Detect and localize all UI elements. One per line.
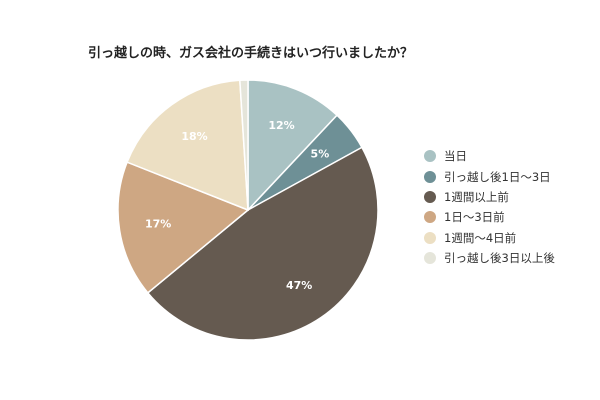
- pie-slice-4: [126, 79, 249, 212]
- pie-slice-0: [247, 79, 339, 212]
- legend-item-4: 1週間～4日前: [424, 228, 555, 248]
- pie-value-label-0: 12%: [268, 119, 294, 132]
- legend-item-5: 引っ越し後3日以上後: [424, 248, 555, 268]
- legend-swatch-5: [424, 252, 436, 265]
- legend-label-4: 1週間～4日前: [444, 230, 517, 245]
- legend-swatch-3: [424, 211, 436, 224]
- legend-item-1: 引っ越し後1日～3日: [424, 166, 555, 186]
- pie-slice-2: [146, 146, 379, 341]
- pie-value-label-3: 17%: [145, 218, 171, 231]
- legend-label-0: 当日: [444, 149, 467, 164]
- legend-label-5: 引っ越し後3日以上後: [444, 251, 555, 266]
- legend-swatch-2: [424, 190, 436, 203]
- legend-label-3: 1日～3日前: [444, 210, 505, 225]
- chart-legend: 当日引っ越し後1日～3日 1週間以上前 1日～3日前 1週間～4日前引っ越し後3日以上…: [424, 146, 555, 268]
- legend-item-3: 1日～3日前: [424, 207, 555, 227]
- pie-slice-3: [117, 161, 250, 294]
- pie-slice-5: [239, 79, 249, 211]
- chart-title: 引っ越しの時、ガス会社の手続きはいつ行いましたか？: [88, 46, 414, 61]
- pie-value-label-2: 47%: [286, 279, 312, 292]
- pie-value-label-4: 18%: [181, 130, 207, 143]
- legend-item-2: 1週間以上前: [424, 187, 555, 207]
- pie-value-label-1: 5%: [311, 148, 330, 161]
- legend-swatch-0: [424, 150, 436, 163]
- legend-label-2: 1週間以上前: [444, 189, 509, 204]
- legend-swatch-4: [424, 231, 436, 244]
- legend-item-0: 当日: [424, 146, 555, 166]
- legend-label-1: 引っ越し後1日～3日: [444, 169, 551, 184]
- legend-swatch-1: [424, 170, 436, 183]
